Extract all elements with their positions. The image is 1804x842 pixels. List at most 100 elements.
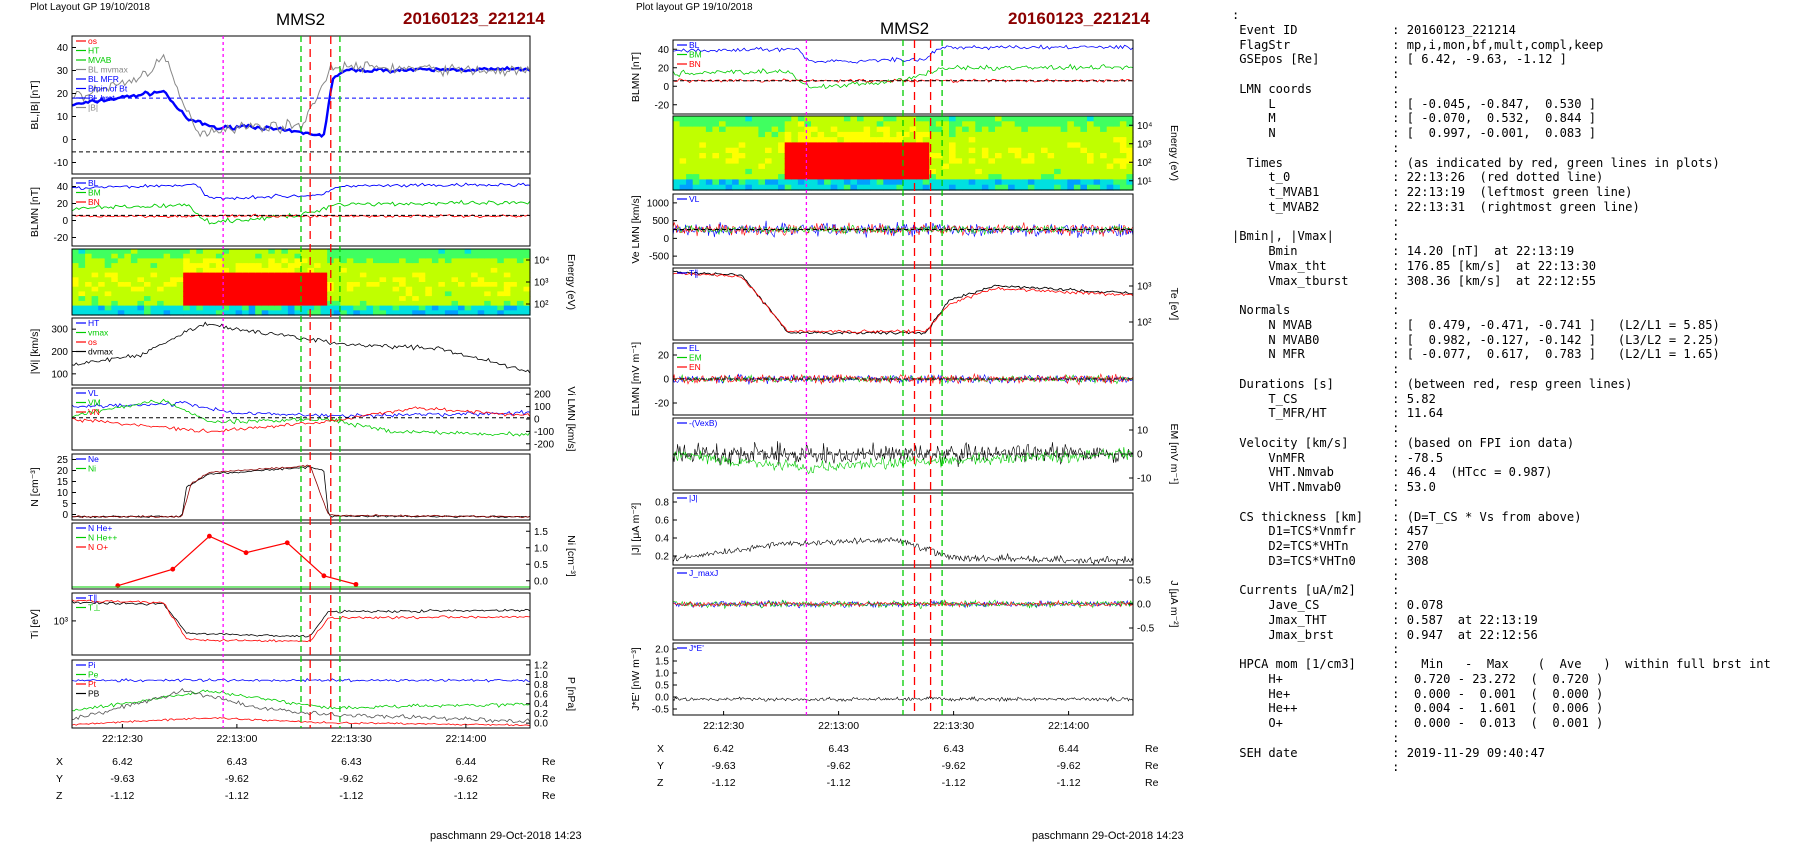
spectrogram-cell <box>1060 131 1068 138</box>
spectrogram-cell <box>189 258 197 264</box>
spectrogram-cell <box>248 267 256 274</box>
spectrogram-cell <box>692 121 700 128</box>
spectrogram-cell <box>1073 121 1082 128</box>
spectrogram-cell <box>229 286 237 292</box>
spectrogram-cell <box>896 153 904 159</box>
spectrogram-cell <box>471 300 479 307</box>
spectrogram-cell <box>1060 137 1068 143</box>
spectrogram-cell <box>817 137 825 143</box>
spectrogram-cell <box>1034 126 1042 133</box>
spectrogram-cell <box>405 305 413 311</box>
right-ytick-label: 0.6 <box>655 516 669 527</box>
spectrogram-cell <box>458 282 466 288</box>
spectrogram-cell <box>692 137 700 143</box>
spectrogram-cell <box>1060 184 1068 191</box>
spectrogram-cell <box>889 116 898 122</box>
spectrogram-cell <box>738 174 746 180</box>
spectrogram-cell <box>679 121 687 128</box>
spectrogram-cell <box>137 296 145 302</box>
spectrogram-cell <box>392 291 400 297</box>
spectrogram-cell <box>870 174 878 180</box>
right-ytick-label: 0 <box>1137 450 1143 461</box>
spectrogram-cell <box>490 253 498 259</box>
spectrogram-cell <box>1021 184 1029 191</box>
spectrogram-cell <box>405 286 413 292</box>
spectrogram-cell <box>1021 116 1029 122</box>
spectrogram-cell <box>1034 121 1042 128</box>
spectrogram-cell <box>909 168 917 175</box>
spectrogram-cell <box>1041 121 1049 128</box>
electron-spectrogram <box>673 116 1134 191</box>
spectrogram-cell <box>346 305 354 311</box>
spectrogram-cell <box>988 174 996 180</box>
spectrogram-cell <box>1106 126 1114 133</box>
spectrogram-cell <box>876 174 884 180</box>
spectrogram-cell <box>359 282 367 288</box>
spectrogram-cell <box>988 184 996 191</box>
spectrogram-cell <box>949 174 957 180</box>
spectrogram-cell <box>268 296 276 302</box>
spectrogram-cell <box>78 286 86 292</box>
spectrogram-cell <box>1126 142 1134 149</box>
spectrogram-cell <box>995 137 1003 143</box>
left-legend-label: T∥ <box>88 593 97 603</box>
spectrogram-cell <box>510 282 518 288</box>
spectrogram-cell <box>981 137 990 143</box>
spectrogram-cell <box>268 286 276 292</box>
spectrogram-cell <box>784 142 792 149</box>
spectrogram-cell <box>745 158 753 165</box>
spectrogram-cell <box>942 184 950 191</box>
spectrogram-cell <box>294 249 302 255</box>
spectrogram-cell <box>811 131 819 138</box>
spectrogram-cell <box>1054 142 1062 149</box>
spectrogram-cell <box>78 305 86 311</box>
spectrogram-cell <box>510 291 518 297</box>
spectrogram-cell <box>451 291 459 297</box>
spectrogram-cell <box>72 282 80 288</box>
spectrogram-cell <box>692 153 700 159</box>
left-xtick-label: 22:14:00 <box>445 733 486 745</box>
info-line: : <box>1232 760 1400 775</box>
spectrogram-cell <box>366 277 374 283</box>
spectrogram-cell <box>255 267 263 274</box>
spectrogram-cell <box>903 121 911 128</box>
bm-series <box>71 199 531 225</box>
spectrogram-cell <box>386 310 394 316</box>
spectrogram-cell <box>281 291 289 297</box>
spectrogram-cell <box>516 253 524 259</box>
spectrogram-cell <box>222 300 230 307</box>
spectrogram-cell <box>791 153 799 159</box>
spectrogram-cell <box>438 300 446 307</box>
spectrogram-cell <box>444 305 452 311</box>
spectrogram-cell <box>431 277 439 283</box>
spectrogram-cell <box>523 282 531 288</box>
spectrogram-cell <box>745 147 753 154</box>
spectrogram-cell <box>163 253 171 259</box>
spectrogram-cell <box>725 121 733 128</box>
spectrogram-cell <box>444 282 452 288</box>
spectrogram-cell <box>85 258 93 264</box>
right-ytick-label: 10¹ <box>1137 176 1152 187</box>
spectrogram-cell <box>1106 158 1114 165</box>
spectrogram-cell <box>516 286 524 292</box>
spectrogram-cell <box>738 137 746 143</box>
spectrogram-cell <box>248 272 256 278</box>
spectrogram-cell <box>995 163 1003 170</box>
spectrogram-cell <box>883 137 891 143</box>
spectrogram-cell <box>811 158 819 165</box>
spectrogram-cell <box>850 163 858 170</box>
spectrogram-cell <box>301 272 309 278</box>
spectrogram-cell <box>386 277 394 283</box>
spectrogram-cell <box>1041 184 1049 191</box>
spectrogram-cell <box>477 291 485 297</box>
spectrogram-cell <box>1060 147 1068 154</box>
spectrogram-cell <box>1034 116 1042 122</box>
right-ytick-label: 0.5 <box>1137 576 1151 587</box>
spectrogram-cell <box>692 168 700 175</box>
spectrogram-cell <box>196 263 204 269</box>
spectrogram-cell <box>399 300 407 307</box>
spectrogram-cell <box>1113 142 1121 149</box>
spectrogram-cell <box>811 137 819 143</box>
right-ytick-label: -20 <box>655 399 670 410</box>
spectrogram-cell <box>824 147 832 154</box>
